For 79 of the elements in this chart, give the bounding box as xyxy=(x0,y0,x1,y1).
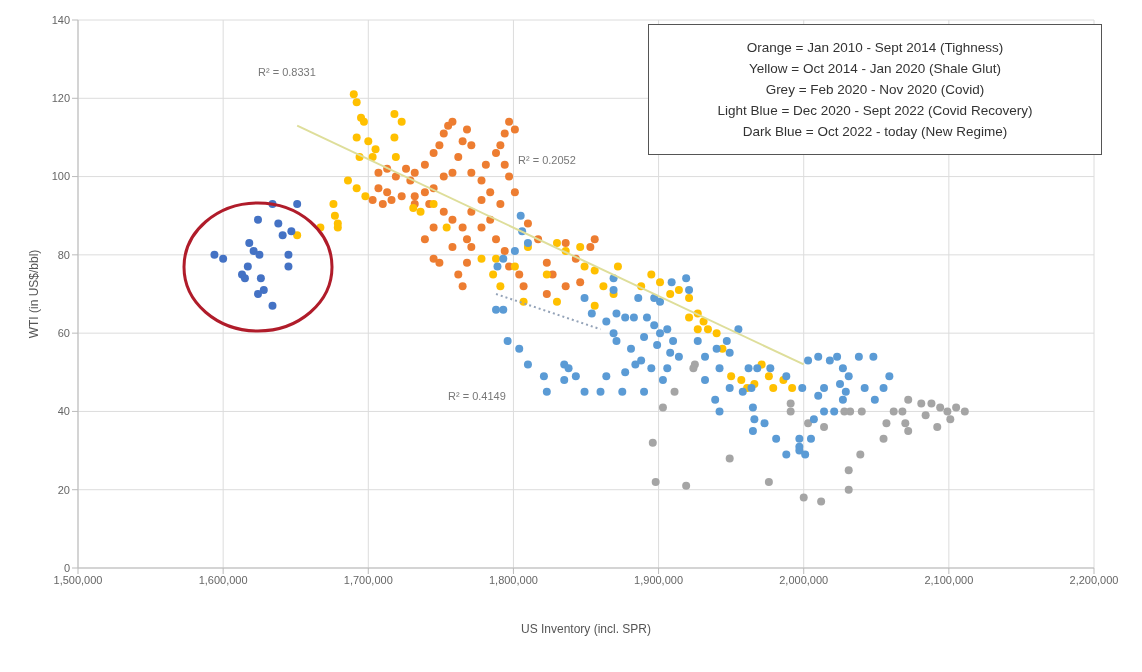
point xyxy=(249,246,258,255)
point xyxy=(844,485,853,494)
point xyxy=(857,407,866,416)
point xyxy=(689,364,698,373)
point xyxy=(960,407,969,416)
point xyxy=(799,493,808,502)
point xyxy=(856,450,865,459)
point xyxy=(670,387,679,396)
point xyxy=(840,407,849,416)
y-tick-label: 100 xyxy=(51,170,70,183)
point xyxy=(682,481,691,490)
point xyxy=(245,239,254,248)
x-tick-label: 1,900,000 xyxy=(634,573,684,586)
point xyxy=(943,407,952,416)
y-tick-label: 140 xyxy=(51,13,70,26)
point xyxy=(259,286,268,295)
x-axis-title: US Inventory (incl. SPR) xyxy=(520,621,652,636)
annotation: R² = 0.8331 xyxy=(258,66,316,78)
point xyxy=(904,427,913,435)
point xyxy=(284,250,293,259)
y-tick-label: 60 xyxy=(57,327,70,340)
point xyxy=(936,403,945,412)
point xyxy=(651,477,660,486)
point xyxy=(946,415,955,424)
point xyxy=(658,403,667,412)
point xyxy=(293,199,302,208)
y-axis-title: WTI (in US$/bbl) xyxy=(27,249,42,339)
point xyxy=(820,423,829,432)
point xyxy=(255,250,264,259)
x-tick-label: 1,500,000 xyxy=(53,573,103,586)
point xyxy=(901,419,910,428)
point xyxy=(898,407,907,416)
point xyxy=(879,434,888,443)
point xyxy=(284,262,293,271)
annotation: Yellow = Oct 2014 - Jan 2020 (Shale Glut) xyxy=(748,60,1002,78)
point xyxy=(927,399,936,408)
point xyxy=(889,407,898,416)
point xyxy=(243,262,252,271)
x-tick-label: 2,200,000 xyxy=(1069,573,1119,586)
point xyxy=(240,274,249,283)
y-tick-label: 80 xyxy=(57,248,70,261)
point xyxy=(786,399,795,408)
point xyxy=(904,395,913,404)
point xyxy=(210,250,219,259)
x-tick-label: 1,600,000 xyxy=(198,573,248,586)
point xyxy=(648,438,657,447)
point xyxy=(952,403,961,412)
point xyxy=(253,290,262,298)
annotation: Dark Blue = Oct 2022 - today (New Regime) xyxy=(741,123,1009,141)
annotation: Orange = Jan 2010 - Sept 2014 (Tighness) xyxy=(745,39,1005,57)
y-tick-label: 0 xyxy=(63,561,70,574)
point xyxy=(278,231,287,240)
annotation: R² = 0.2052 xyxy=(518,154,576,166)
point xyxy=(274,219,283,228)
y-tick-label: 120 xyxy=(51,92,70,105)
point xyxy=(804,419,813,428)
point xyxy=(253,215,262,224)
annotation: R² = 0.4149 xyxy=(448,390,506,402)
x-tick-label: 2,000,000 xyxy=(779,573,829,586)
point xyxy=(725,454,734,463)
point xyxy=(882,419,891,428)
point xyxy=(921,411,930,420)
y-tick-label: 40 xyxy=(57,405,70,418)
point xyxy=(268,301,277,310)
x-tick-label: 2,100,000 xyxy=(924,573,974,586)
point xyxy=(817,497,826,506)
point xyxy=(786,407,795,416)
point xyxy=(219,254,228,263)
point xyxy=(844,466,853,475)
point xyxy=(256,274,265,283)
x-tick-label: 1,800,000 xyxy=(488,573,538,586)
annotation: Light Blue = Dec 2020 - Sept 2022 (Covid Recovery) xyxy=(716,102,1034,120)
point xyxy=(764,477,773,486)
y-tick-label: 20 xyxy=(57,483,70,496)
point xyxy=(917,399,926,408)
point xyxy=(287,227,296,236)
point xyxy=(933,423,942,432)
x-tick-label: 1,700,000 xyxy=(343,573,393,586)
annotation: Grey = Feb 2020 - Nov 2020 (Covid) xyxy=(764,81,986,99)
